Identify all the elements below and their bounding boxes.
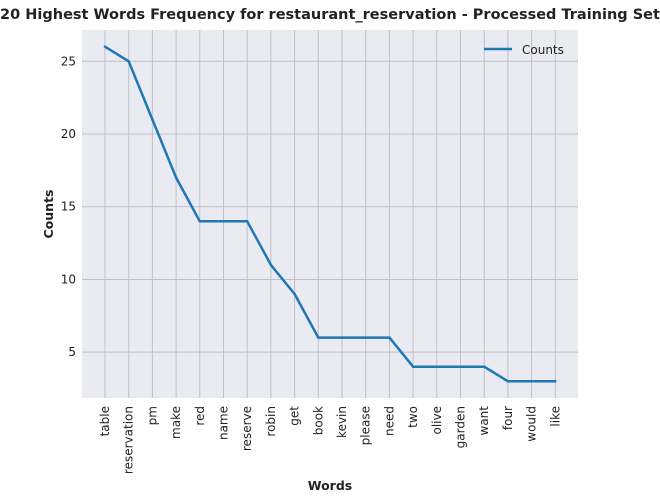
y-tick-label: 10 [61,272,76,286]
x-tick-label: book [311,406,325,435]
data-point [317,336,319,338]
x-tick-label: four [501,406,515,430]
data-point [554,380,556,382]
y-tick-labels: 5 10 15 20 25 [61,54,76,359]
x-tick-label: table [98,406,112,436]
y-axis-label: Counts [41,190,56,239]
x-tick-label: pm [145,406,159,425]
data-point [388,336,390,338]
y-tick-label: 20 [61,127,76,141]
x-tick-label: want [477,406,491,436]
x-tick-label: olive [430,406,444,435]
data-point [436,366,438,368]
data-point [530,380,532,382]
x-tick-label: name [217,406,231,440]
x-tick-label: robin [264,406,278,437]
data-point [104,46,106,48]
x-axis-label: Words [308,478,352,493]
data-point [151,118,153,120]
x-tick-label: please [359,406,373,445]
x-tick-label: like [548,406,562,427]
x-tick-label: would [525,406,539,442]
x-tick-label: get [288,406,302,426]
data-point [293,293,295,295]
x-tick-label: two [406,406,420,428]
x-tick-label: reservation [122,406,136,474]
x-tick-label: reserve [240,406,254,451]
data-point [507,380,509,382]
x-tick-label: need [382,406,396,436]
plot-area [82,30,578,398]
legend-label: Counts [522,43,564,57]
x-tick-label: kevin [335,406,349,438]
y-tick-label: 5 [68,345,76,359]
data-point [246,220,248,222]
x-tick-label: make [169,406,183,439]
data-point [128,60,130,62]
x-tick-label: red [193,406,207,426]
x-tick-label: garden [454,406,468,448]
y-tick-label: 25 [61,54,76,68]
data-point [483,366,485,368]
data-point [199,220,201,222]
y-tick-label: 15 [61,200,76,214]
data-point [341,336,343,338]
data-point [365,336,367,338]
data-point [270,264,272,266]
data-point [412,366,414,368]
data-point [459,366,461,368]
x-tick-labels: table reservation pm make red name reserve robi… [98,406,562,474]
data-point [222,220,224,222]
data-point [175,176,177,178]
